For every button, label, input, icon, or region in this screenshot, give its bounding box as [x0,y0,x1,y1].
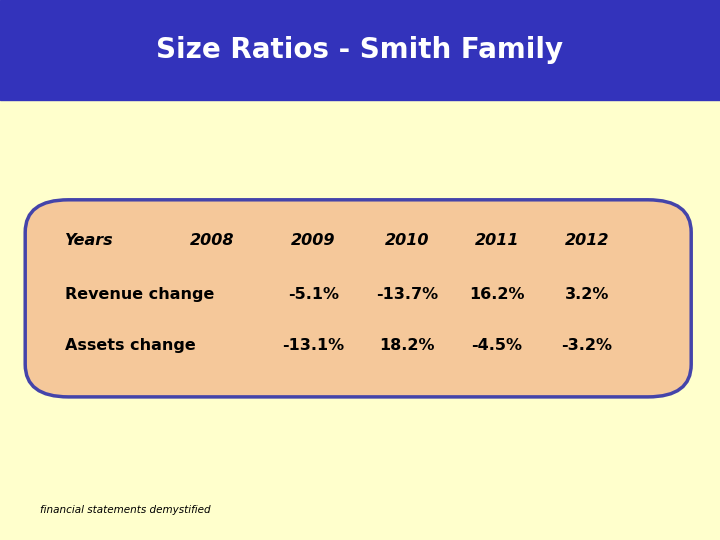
Text: -5.1%: -5.1% [288,287,338,302]
Text: 3.2%: 3.2% [564,287,609,302]
FancyBboxPatch shape [25,200,691,397]
Text: -13.7%: -13.7% [376,287,438,302]
Text: 16.2%: 16.2% [469,287,525,302]
Text: 18.2%: 18.2% [379,338,435,353]
Text: -3.2%: -3.2% [562,338,612,353]
Bar [0,0,720,100]
Text: Size Ratios - Smith Family: Size Ratios - Smith Family [156,36,564,64]
Text: Revenue change: Revenue change [65,287,214,302]
Text: -4.5%: -4.5% [472,338,522,353]
Text: -13.1%: -13.1% [282,338,344,353]
Text: Assets change: Assets change [65,338,196,353]
Text: 2008: 2008 [190,233,235,248]
Text: 2010: 2010 [384,233,429,248]
Text: 2012: 2012 [564,233,609,248]
Text: Years: Years [65,233,114,248]
Text: 2011: 2011 [474,233,519,248]
Text: 2009: 2009 [291,233,336,248]
Text: financial statements demystified: financial statements demystified [40,505,210,515]
